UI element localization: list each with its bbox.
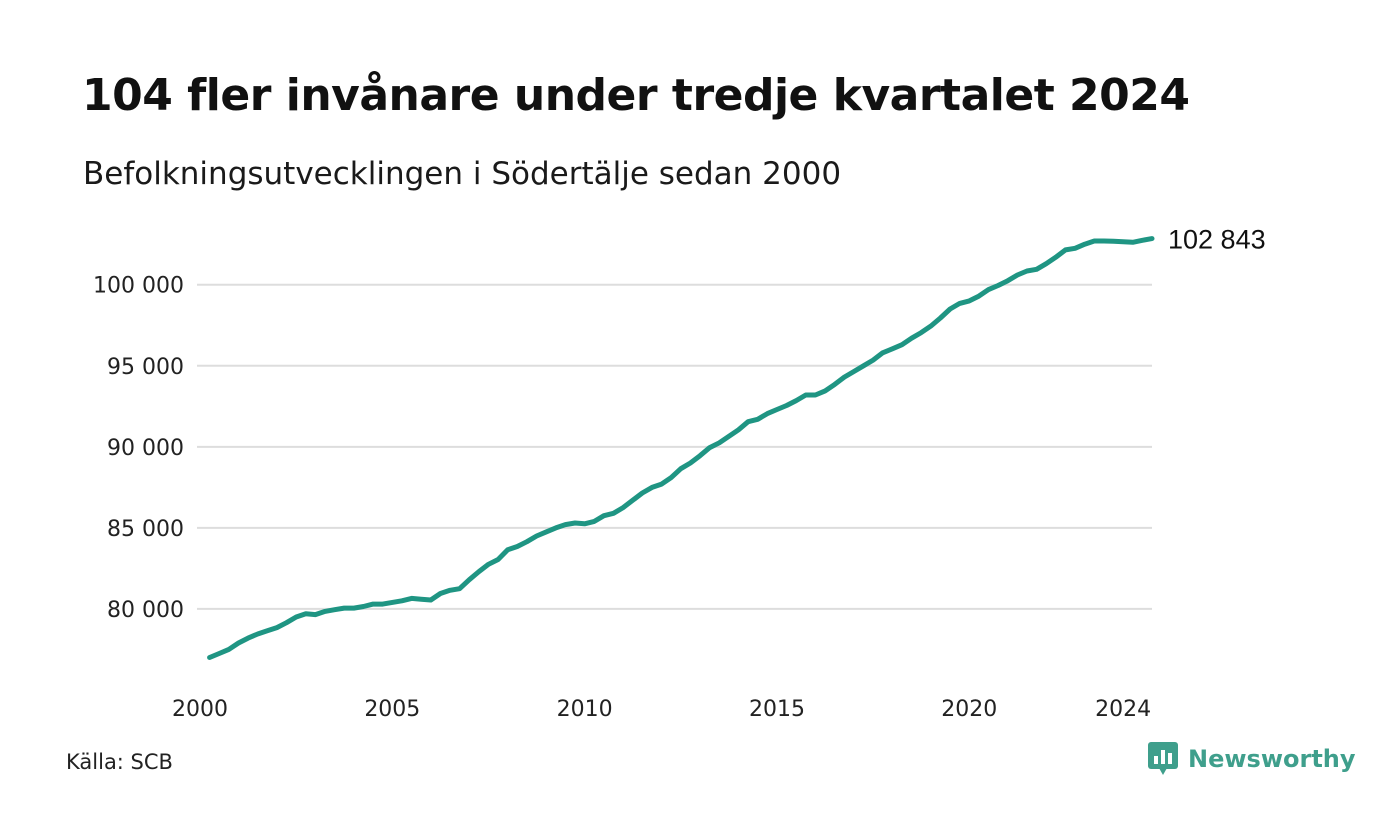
x-tick-label: 2000 bbox=[172, 697, 228, 722]
y-tick-label: 100 000 bbox=[93, 274, 184, 299]
end-value-label: 102 843 bbox=[1168, 225, 1266, 255]
brand-logo[interactable]: Newsworthy bbox=[1148, 742, 1356, 776]
brand-name: Newsworthy bbox=[1188, 745, 1356, 773]
y-tick-label: 85 000 bbox=[107, 517, 184, 542]
source-note: Källa: SCB bbox=[66, 750, 173, 774]
chart-subtitle: Befolkningsutvecklingen i Södertälje sed… bbox=[83, 156, 842, 192]
newsworthy-logo-icon bbox=[1148, 742, 1178, 775]
x-tick-label: 2005 bbox=[364, 697, 420, 722]
y-tick-label: 80 000 bbox=[107, 598, 184, 623]
y-tick-label: 90 000 bbox=[107, 436, 184, 461]
chart-title: 104 fler invånare under tredje kvartalet… bbox=[82, 70, 1190, 121]
x-tick-label: 2015 bbox=[749, 697, 805, 722]
x-tick-label: 2010 bbox=[557, 697, 613, 722]
y-tick-label: 95 000 bbox=[107, 355, 184, 380]
x-tick-label: 2020 bbox=[941, 697, 997, 722]
x-tick-label: 2024 bbox=[1095, 697, 1151, 722]
population-line bbox=[207, 236, 1155, 660]
